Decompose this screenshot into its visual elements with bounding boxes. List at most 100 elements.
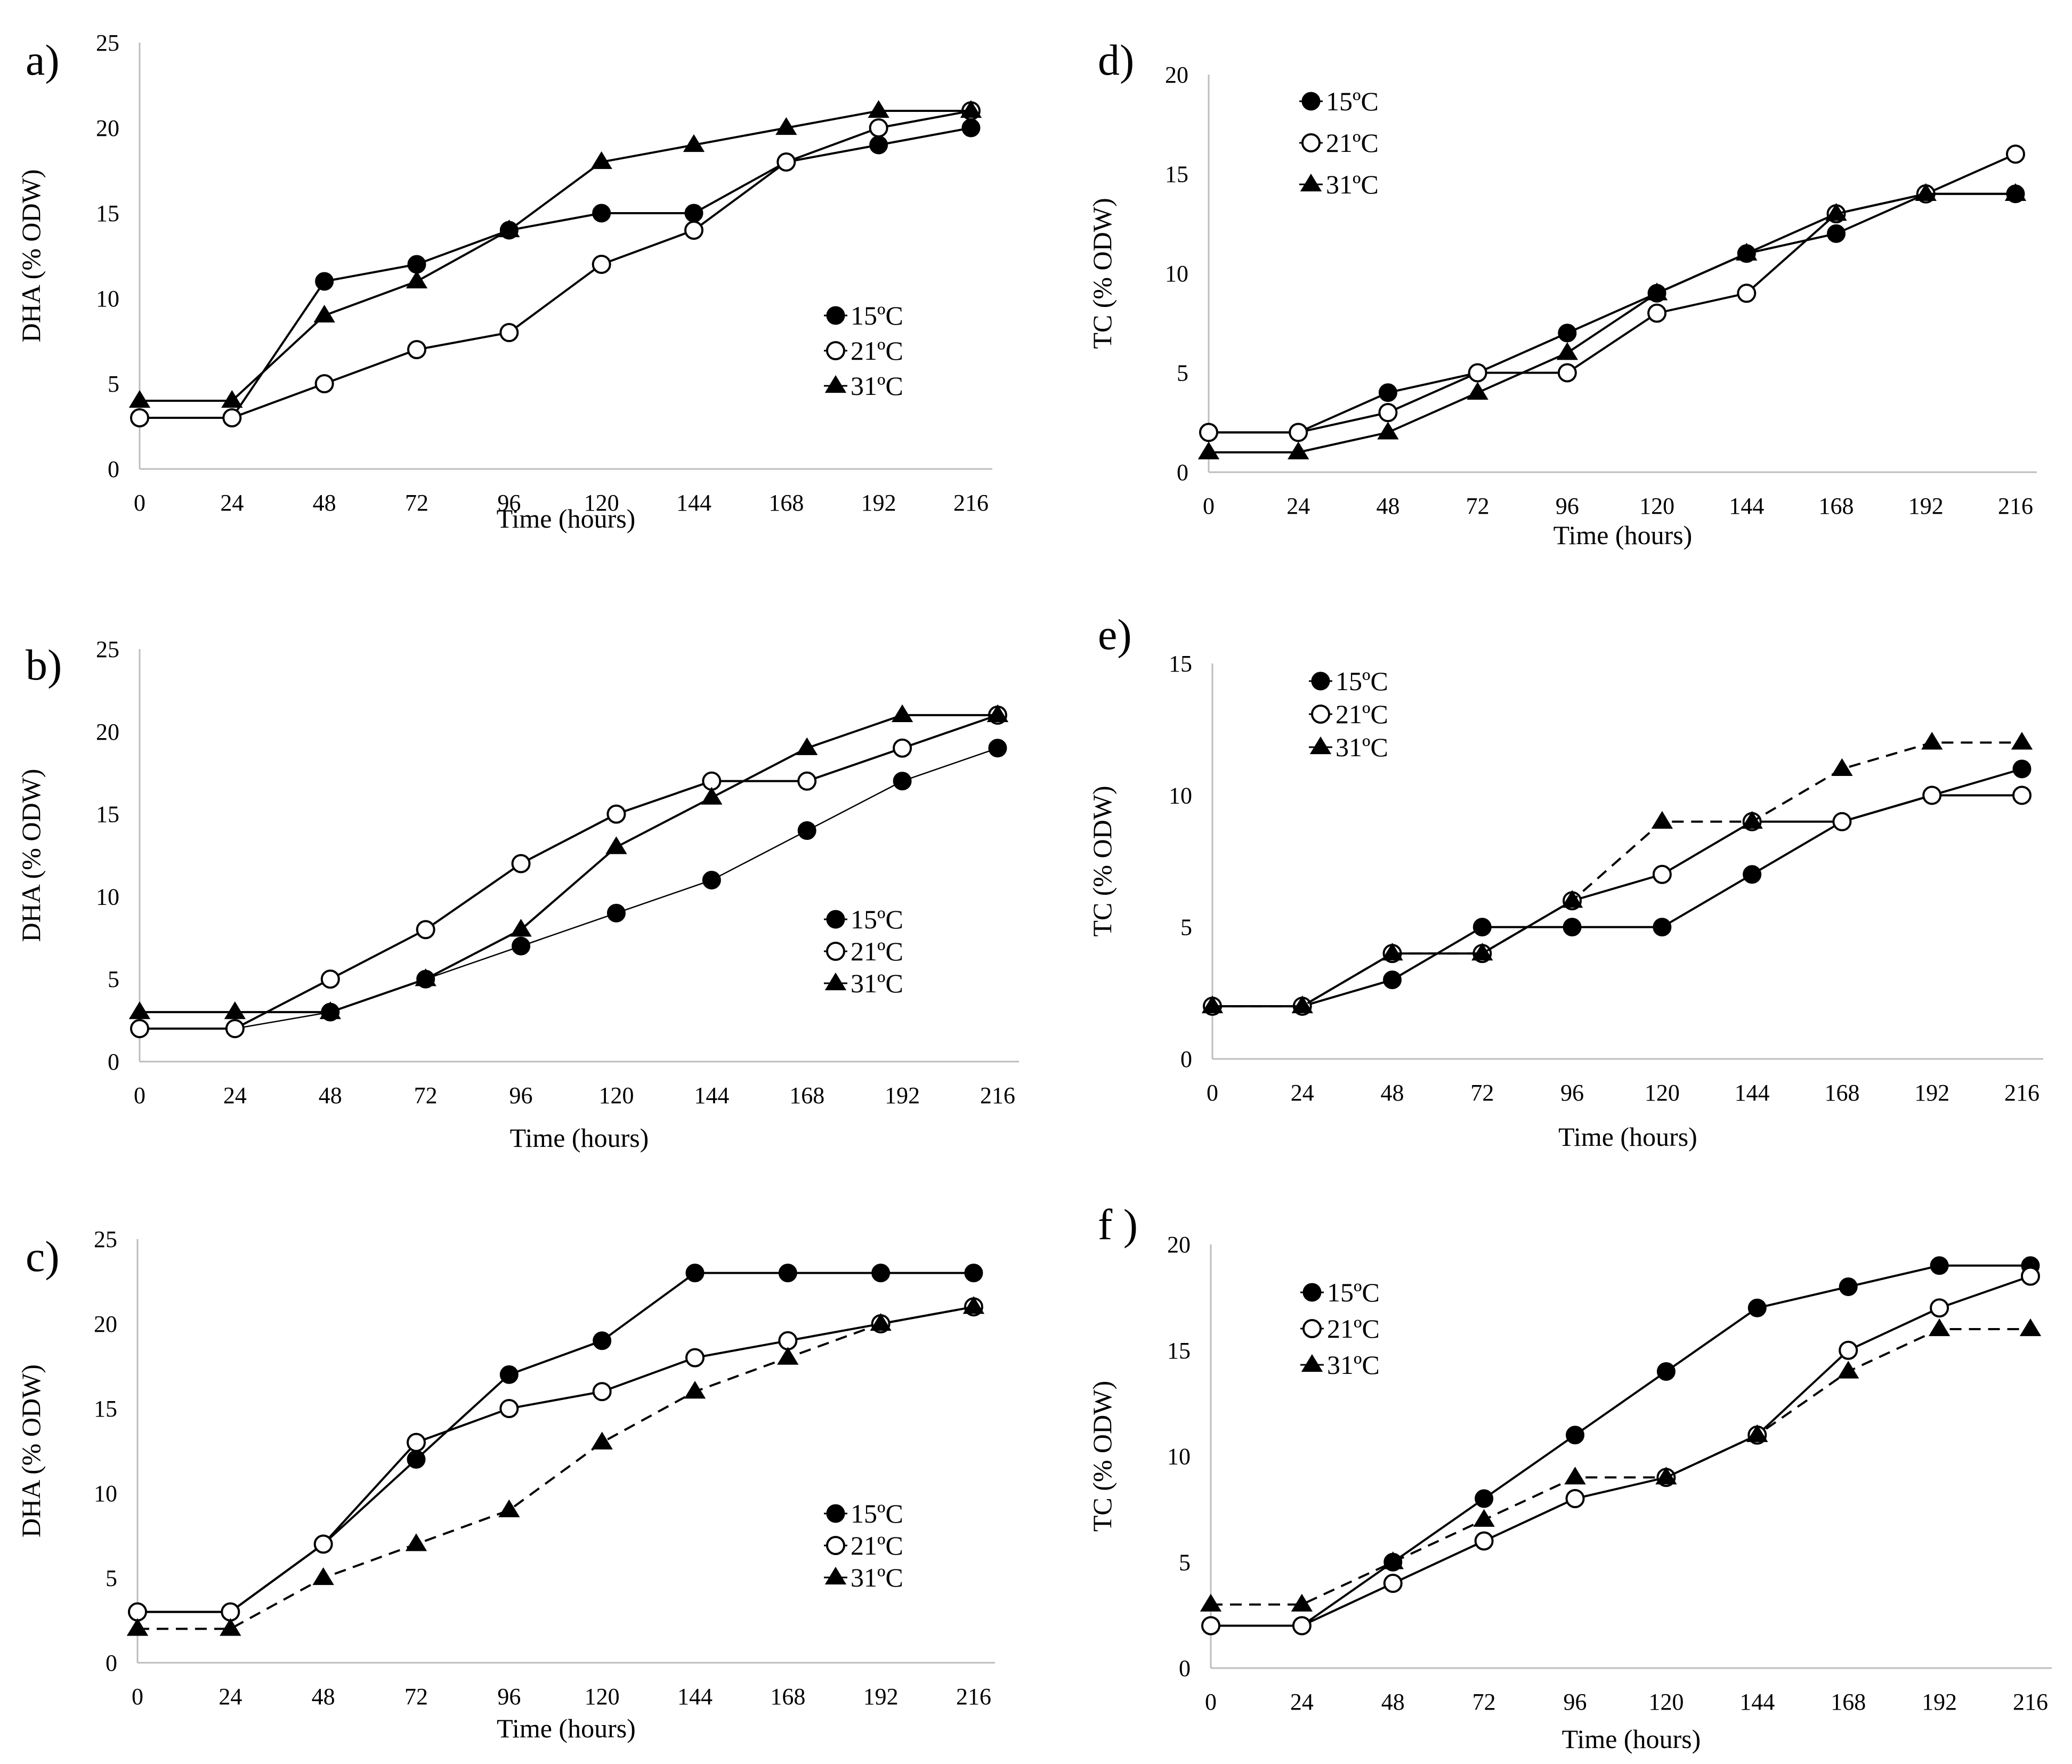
data-point — [1930, 1298, 1949, 1318]
data-point — [1383, 1574, 1403, 1593]
legend-label: 15ºC — [1327, 1277, 1380, 1307]
x-tick-label: 216 — [2004, 1080, 2039, 1106]
x-tick-label: 96 — [497, 490, 521, 516]
y-tick-label: 10 — [1165, 261, 1188, 287]
data-point — [2021, 1266, 2040, 1286]
y-tick-label: 5 — [106, 1565, 117, 1591]
data-point — [407, 1450, 426, 1469]
y-tick-label: 20 — [94, 1311, 117, 1337]
y-tick-label: 20 — [96, 115, 119, 141]
y-tick-label: 15 — [94, 1396, 117, 1422]
x-tick-label: 120 — [1648, 1689, 1683, 1715]
x-tick-label: 192 — [1908, 493, 1944, 519]
x-tick-label: 144 — [694, 1082, 729, 1108]
data-point — [225, 1019, 245, 1039]
x-axis-title: Time (hours) — [1562, 1724, 1701, 1754]
x-tick-label: 72 — [1470, 1080, 1494, 1106]
data-point — [1475, 1489, 1494, 1508]
data-point — [1564, 1467, 1586, 1485]
data-point — [684, 1381, 706, 1399]
data-point — [1563, 918, 1582, 937]
data-point — [1377, 422, 1399, 440]
data-point — [778, 1331, 798, 1350]
legend-marker — [826, 1536, 845, 1555]
data-point — [1656, 1362, 1676, 1381]
chart-panel-a: a) 0 5 10 15 20 25 0 24 48 72 96 120 144 168 192 216 Time… — [16, 30, 992, 533]
series-31ºC — [1197, 183, 2027, 459]
panel-letter: e) — [1098, 610, 1132, 659]
data-point — [1832, 812, 1852, 831]
x-tick-label: 216 — [953, 490, 989, 516]
y-axis-title: TC (% ODW) — [1087, 1381, 1117, 1532]
x-tick-label: 0 — [134, 1082, 145, 1108]
legend-marker — [826, 341, 845, 360]
data-point — [126, 1618, 149, 1636]
series-line — [140, 110, 972, 419]
y-tick-label: 20 — [1165, 62, 1188, 88]
x-tick-label: 72 — [1472, 1689, 1496, 1715]
x-tick-label: 168 — [770, 1684, 805, 1710]
series-31ºC — [128, 704, 1009, 1019]
data-point — [512, 936, 531, 956]
series-line — [140, 110, 971, 402]
legend-label: 21ºC — [1326, 128, 1379, 158]
data-point — [130, 408, 149, 427]
panel-letter: c) — [26, 1232, 60, 1281]
y-tick-label: 25 — [96, 636, 119, 662]
series-line — [1209, 192, 2016, 454]
x-tick-label: 168 — [768, 490, 804, 516]
y-tick-label: 25 — [94, 1226, 117, 1252]
data-point — [1378, 403, 1398, 423]
data-point — [592, 1382, 612, 1402]
data-point — [1743, 865, 1762, 884]
data-point — [320, 969, 340, 989]
legend-marker — [1301, 92, 1321, 111]
data-point — [1566, 1426, 1585, 1445]
data-point — [416, 920, 435, 940]
data-point — [1746, 1424, 1768, 1442]
y-axis-title: TC (% ODW) — [1087, 198, 1117, 349]
data-point — [407, 1433, 426, 1452]
series-line — [1212, 794, 2022, 1008]
data-point — [407, 340, 426, 359]
data-point — [1825, 203, 1847, 221]
data-point — [702, 870, 721, 889]
data-point — [988, 739, 1007, 758]
data-point — [683, 134, 705, 152]
data-point — [1288, 441, 1309, 459]
y-tick-label: 20 — [1167, 1232, 1191, 1258]
data-point — [606, 804, 626, 824]
y-tick-label: 10 — [96, 286, 119, 312]
y-tick-label: 0 — [106, 1650, 117, 1676]
data-point — [592, 204, 611, 223]
legend-marker — [824, 972, 847, 991]
legend-label: 21ºC — [851, 1531, 903, 1560]
legend-label: 31ºC — [851, 1563, 903, 1592]
series-21ºC — [1203, 786, 2031, 1016]
panel-letter: f ) — [1098, 1200, 1138, 1249]
legend-marker — [1311, 671, 1330, 691]
x-tick-label: 144 — [1739, 1689, 1775, 1715]
x-tick-label: 120 — [584, 490, 619, 516]
x-tick-label: 96 — [1560, 1080, 1584, 1106]
legend-marker — [1309, 736, 1332, 755]
data-point — [511, 854, 531, 873]
legend-label: 31ºC — [851, 371, 903, 401]
data-point — [1827, 224, 1846, 243]
x-tick-label: 72 — [405, 490, 428, 516]
data-point — [891, 704, 913, 722]
legend-label: 15ºC — [851, 1499, 903, 1528]
legend-marker — [826, 1504, 845, 1523]
y-tick-label: 10 — [96, 884, 119, 910]
chart-panel-e: e) 0 5 10 15 0 24 48 72 96 120 144 168 192 216 Time (ho… — [1087, 610, 2043, 1152]
series-21ºC — [130, 705, 1007, 1039]
data-point — [2004, 183, 2027, 201]
series-line — [1212, 741, 2022, 1008]
x-axis-title: Time (hours) — [497, 504, 636, 533]
data-point — [221, 390, 243, 408]
data-point — [1565, 1489, 1585, 1508]
data-point — [319, 1001, 341, 1019]
x-tick-label: 24 — [223, 1082, 247, 1108]
data-point — [1381, 942, 1403, 961]
y-tick-label: 15 — [96, 802, 119, 828]
